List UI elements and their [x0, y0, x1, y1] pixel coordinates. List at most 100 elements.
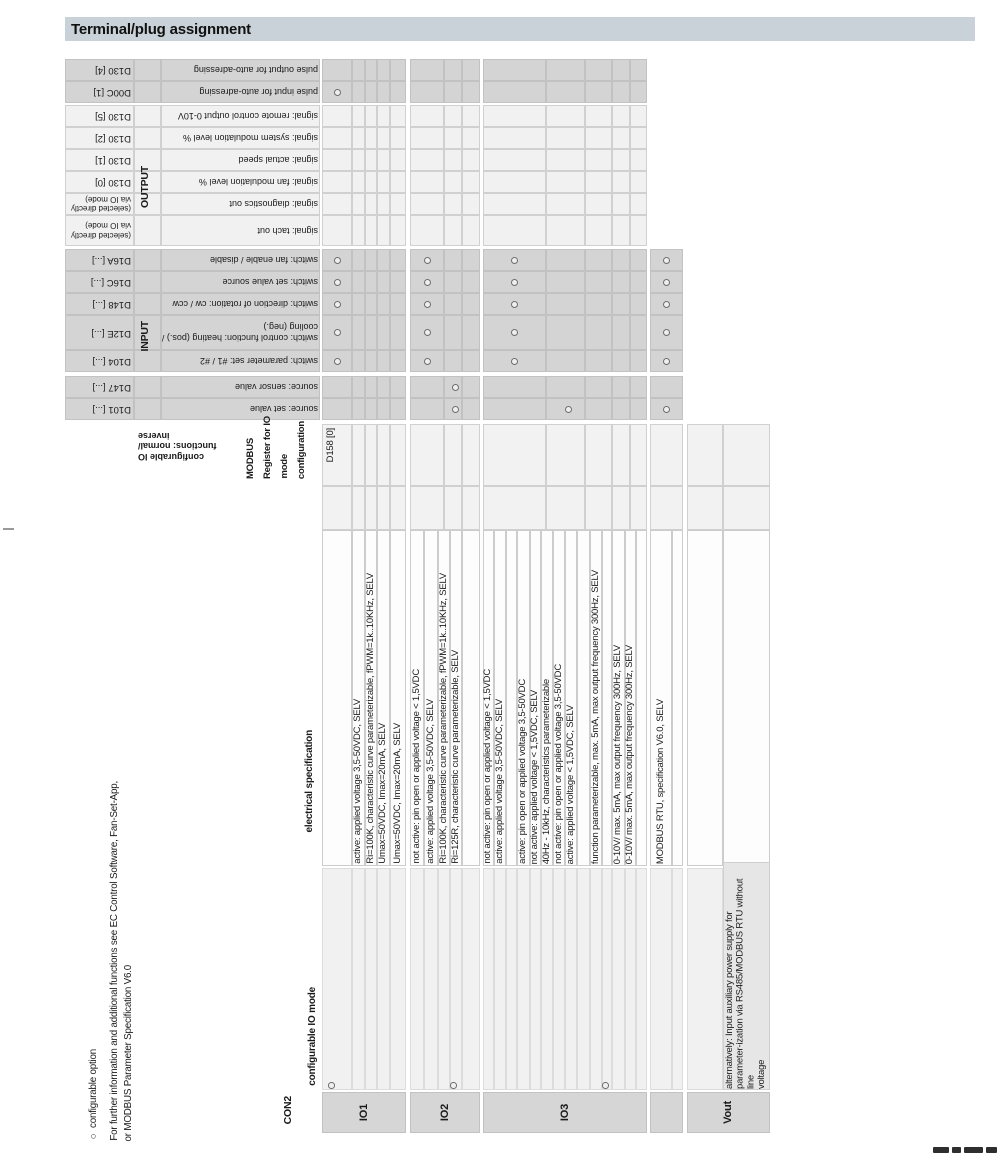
function-label: pulse output for auto-adressing [193, 65, 318, 76]
spec-cell [636, 530, 647, 866]
input-group-label: INPUT [137, 308, 155, 364]
clipped-next-section-text [952, 1147, 961, 1153]
matrix-cell [630, 376, 647, 398]
mid-band-cell [410, 868, 424, 1090]
matrix-cell [322, 127, 352, 149]
mid-band-cell [438, 868, 450, 1090]
io-functions-note: configurable IO functions: normal/ inver… [138, 430, 217, 462]
matrix-cell [612, 105, 630, 127]
function-name-cell [161, 249, 320, 271]
configurable-option-circle [423, 256, 431, 264]
io-group-label-cell [650, 1092, 683, 1133]
spec-cell [450, 530, 462, 866]
modbus-register-band-cell [483, 424, 546, 486]
mid-band-cell [541, 868, 553, 1090]
matrix-cell [630, 215, 647, 246]
input-group-label-text: INPUT [139, 320, 152, 352]
group-spacer-cell [134, 81, 161, 103]
matrix-cell [462, 215, 480, 246]
spec-cell [602, 530, 612, 866]
modbus-register-header-line-text: Register for IO [261, 416, 273, 479]
configurable-option-circle [423, 278, 431, 286]
spec-cell [365, 530, 377, 866]
section-title-bar: Terminal/plug assignment [65, 17, 975, 41]
group-spacer-cell [134, 59, 161, 81]
configurable-option-circle [333, 278, 341, 286]
matrix-cell [630, 149, 647, 171]
register-cell [65, 193, 134, 215]
matrix-cell [377, 376, 390, 398]
modbus-register-band-cell [390, 486, 406, 530]
mid-band-cell [553, 868, 565, 1090]
function-name-cell [161, 271, 320, 293]
electrical-spec: MODBUS RTU, specification V6.0, SELV [652, 532, 670, 864]
matrix-cell [612, 215, 630, 246]
matrix-cell [462, 293, 480, 315]
configurable-option-circle [423, 357, 431, 365]
clipped-next-section-text [964, 1147, 983, 1153]
electrical-specification-header: electrical specification [301, 532, 319, 832]
clipped-next-section-text [986, 1147, 997, 1153]
matrix-cell [410, 127, 444, 149]
function-name-cell [161, 350, 320, 372]
function-name-cell [161, 81, 320, 103]
register-cell [65, 315, 134, 350]
function-name-cell [161, 293, 320, 315]
connector-header-text: CON2 [282, 1096, 295, 1125]
matrix-cell [390, 249, 406, 271]
matrix-cell [352, 59, 365, 81]
configurable-option-circle [662, 256, 670, 264]
modbus-register-value-text: D158 [0] [324, 427, 336, 462]
modbus-register-header-line: mode [276, 416, 294, 479]
matrix-cell [630, 249, 647, 271]
mid-band-cell [565, 868, 577, 1090]
matrix-cell [462, 398, 480, 420]
function-register: D104 [...] [92, 356, 131, 368]
function-register: D00C [1] [93, 87, 132, 99]
matrix-cell [352, 271, 365, 293]
matrix-cell [630, 398, 647, 420]
matrix-cell [483, 127, 546, 149]
spec-cell [530, 530, 541, 866]
configurable-option-circle [333, 300, 341, 308]
spec-cell [424, 530, 438, 866]
spec-cell [438, 530, 450, 866]
matrix-cell [585, 171, 612, 193]
spec-cell [553, 530, 565, 866]
matrix-cell [612, 271, 630, 293]
matrix-cell [352, 215, 365, 246]
matrix-cell [444, 59, 462, 81]
spec-cell [483, 530, 494, 866]
matrix-cell [444, 127, 462, 149]
matrix-cell [390, 171, 406, 193]
mid-band-cell [602, 868, 612, 1090]
matrix-cell [546, 215, 585, 246]
register-cell [65, 376, 134, 398]
matrix-cell [390, 376, 406, 398]
function-label: signal: tach out [257, 225, 318, 236]
io-group-label-text: IO2 [438, 1103, 451, 1122]
spec-cell [390, 530, 406, 866]
mid-band-cell [506, 868, 517, 1090]
spec-cell [590, 530, 602, 866]
electrical-spec-text: active: applied voltage 3,5-50VDC, SELV [493, 699, 505, 864]
matrix-cell [377, 215, 390, 246]
configurable-option-circle [423, 300, 431, 308]
mid-band-cell [494, 868, 506, 1090]
output-group-label-text: OUTPUT [139, 165, 152, 208]
modbus-register-header-line: MODBUS [242, 416, 260, 479]
footnote-line: or MODBUS Parameter Specification V6.0 [120, 540, 138, 1141]
function-label: signal: system modulation level % [182, 133, 318, 144]
mid-band-cell [612, 868, 625, 1090]
group-spacer-cell [134, 127, 161, 149]
function-label: signal: fan modulation level % [198, 177, 318, 188]
configurable-option-circle [333, 357, 341, 365]
matrix-cell [365, 149, 377, 171]
register-cell [65, 149, 134, 171]
matrix-cell [365, 105, 377, 127]
modbus-register-header-line: Register for IO [259, 416, 277, 479]
matrix-cell [352, 398, 365, 420]
matrix-cell [630, 315, 647, 350]
spec-cell [625, 530, 636, 866]
matrix-cell [630, 105, 647, 127]
